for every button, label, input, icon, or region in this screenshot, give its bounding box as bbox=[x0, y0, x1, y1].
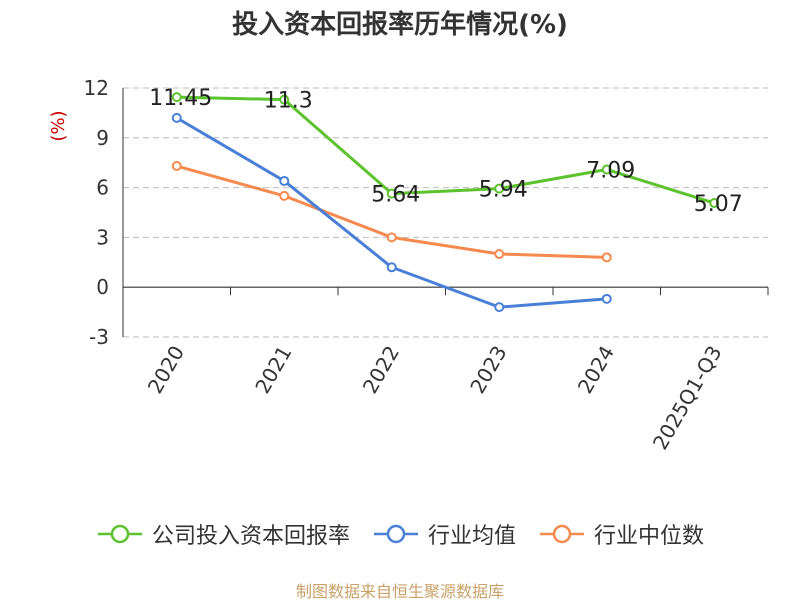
legend-label: 行业中位数 bbox=[594, 524, 705, 549]
data-point bbox=[279, 190, 290, 201]
series-lines bbox=[171, 92, 720, 313]
data-point bbox=[386, 188, 397, 199]
data-labels: 11.45 11.3 5.64 5.94 7.09 5.07 bbox=[149, 86, 742, 217]
data-label: 11.45 bbox=[149, 86, 212, 111]
chart-title: 投入资本回报率历年情况(%) bbox=[232, 10, 568, 40]
series-1 bbox=[171, 112, 612, 313]
data-point bbox=[171, 161, 182, 172]
data-point bbox=[601, 164, 612, 175]
grid-lines bbox=[123, 87, 768, 338]
data-label: 7.09 bbox=[586, 159, 635, 184]
y-tick-label: 9 bbox=[96, 126, 109, 150]
x-tick-label: 2020 bbox=[143, 342, 189, 398]
x-tick-label: 2021 bbox=[250, 342, 296, 398]
series-line bbox=[176, 95, 715, 205]
data-label: 11.3 bbox=[264, 89, 313, 114]
data-point bbox=[601, 293, 612, 304]
y-axis-label: (%) bbox=[48, 110, 69, 141]
y-tick-label: 0 bbox=[96, 275, 109, 299]
data-point bbox=[709, 198, 720, 209]
data-point bbox=[494, 249, 505, 259]
data-point bbox=[279, 94, 290, 105]
data-point bbox=[494, 183, 505, 194]
data-label: 5.07 bbox=[694, 192, 743, 217]
legend-label: 公司投入资本回报率 bbox=[151, 524, 350, 549]
data-point bbox=[171, 92, 182, 103]
legend-line-marker-icon bbox=[97, 524, 142, 544]
data-point bbox=[386, 232, 397, 243]
series-line bbox=[175, 116, 607, 309]
data-point bbox=[279, 175, 290, 186]
x-tick-label: 2025Q1-Q3 bbox=[648, 342, 727, 454]
legend-item[interactable]: 行业均值 bbox=[372, 518, 516, 550]
legend-item[interactable]: 公司投入资本回报率 bbox=[96, 518, 350, 550]
y-tick-label: 3 bbox=[96, 225, 109, 249]
series-2 bbox=[171, 161, 612, 263]
legend-line-marker-icon bbox=[373, 524, 418, 544]
data-label: 5.64 bbox=[371, 183, 420, 208]
data-point bbox=[386, 262, 397, 273]
data-label: 5.94 bbox=[479, 178, 528, 203]
x-tick-label: 2024 bbox=[573, 342, 619, 398]
legend: 公司投入资本回报率 行业均值 行业中位数 bbox=[0, 518, 800, 550]
legend-label: 行业均值 bbox=[427, 524, 516, 549]
source-note: 制图数据来自恒生聚源数据库 bbox=[295, 582, 504, 601]
x-tick-label: 2022 bbox=[358, 342, 404, 398]
data-point bbox=[601, 252, 612, 263]
data-point bbox=[494, 302, 505, 313]
data-point bbox=[171, 112, 182, 123]
legend-line-marker-icon bbox=[540, 524, 584, 544]
legend-item[interactable]: 行业中位数 bbox=[538, 518, 704, 550]
y-tick-label: 12 bbox=[84, 76, 109, 100]
y-tick-label: -3 bbox=[89, 325, 109, 349]
x-tick-label: 2023 bbox=[465, 342, 511, 398]
y-tick-label: 6 bbox=[96, 176, 109, 200]
series-0 bbox=[171, 92, 720, 209]
axes: -3 0 3 6 9 12 2020 2021 2022 2023 2024 2025Q1-Q3 bbox=[84, 76, 769, 454]
